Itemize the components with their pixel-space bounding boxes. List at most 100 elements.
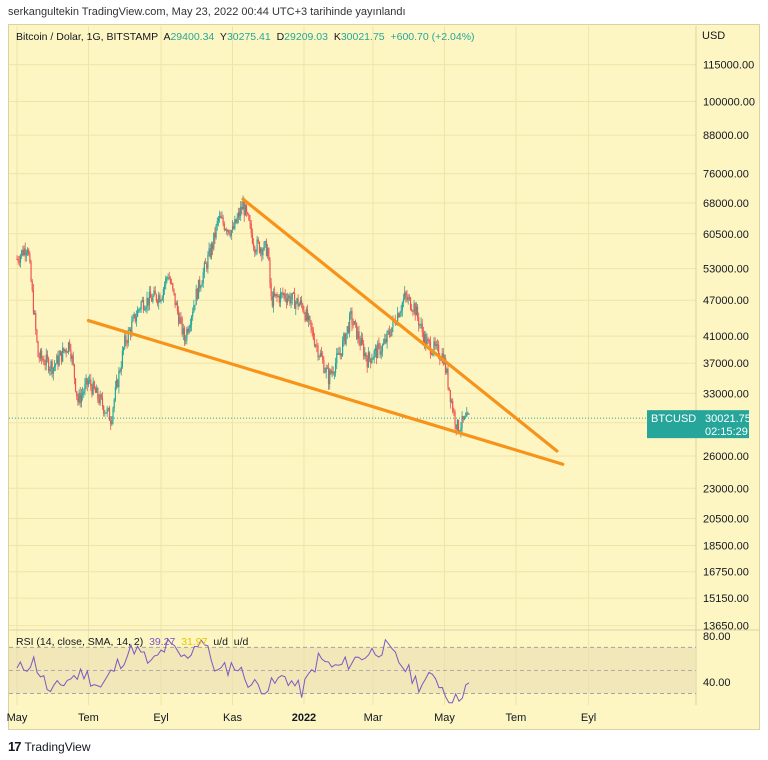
candle-body bbox=[122, 347, 125, 351]
tradingview-logo-icon[interactable]: 17 bbox=[8, 739, 22, 754]
candle-body bbox=[381, 344, 384, 352]
candle-body bbox=[397, 313, 399, 324]
price-tick-label: 15150.00 bbox=[703, 593, 749, 605]
candle-body bbox=[385, 338, 387, 343]
candle-body bbox=[188, 328, 190, 333]
candle-body bbox=[51, 361, 53, 374]
candle-body bbox=[261, 248, 263, 256]
candle-body bbox=[402, 298, 405, 303]
rsi-ud2: u/d bbox=[233, 636, 249, 648]
candle-body bbox=[268, 248, 270, 260]
candle-body bbox=[330, 370, 332, 374]
candle-body bbox=[49, 368, 51, 372]
chart-area[interactable] bbox=[8, 24, 760, 730]
candle-body bbox=[163, 284, 166, 290]
candle-body bbox=[288, 295, 290, 299]
candle-body bbox=[204, 262, 207, 264]
candle-body bbox=[365, 352, 367, 359]
candle-body bbox=[255, 251, 257, 253]
candle-body bbox=[308, 316, 310, 321]
candle-body bbox=[237, 212, 239, 218]
candle-body bbox=[317, 345, 319, 357]
candle-body bbox=[200, 286, 202, 289]
candle-body bbox=[175, 302, 177, 306]
candle-body bbox=[334, 363, 337, 373]
candle-body bbox=[462, 416, 464, 420]
candle-body bbox=[220, 216, 222, 219]
candle-body bbox=[245, 205, 248, 213]
candle-body bbox=[238, 212, 241, 217]
candle-body bbox=[456, 419, 458, 430]
candle-body bbox=[304, 313, 306, 321]
candle-body bbox=[323, 359, 325, 373]
candle-body bbox=[291, 292, 293, 300]
candle-body bbox=[132, 317, 134, 322]
candle-body bbox=[17, 258, 19, 262]
price-tick-label: 41000.00 bbox=[703, 331, 749, 343]
candle-body bbox=[60, 351, 63, 362]
candle-body bbox=[221, 217, 223, 219]
candle-body bbox=[292, 292, 295, 294]
candle-body bbox=[357, 331, 359, 339]
price-tick-label: 53000.00 bbox=[703, 264, 749, 276]
candle-body bbox=[44, 364, 46, 366]
rsi-label[interactable]: RSI (14, close, SMA, 14, 2) bbox=[16, 636, 144, 648]
candle-body bbox=[201, 283, 203, 287]
candle-body bbox=[45, 354, 47, 365]
candle-body bbox=[333, 372, 336, 374]
candle-body bbox=[295, 302, 297, 309]
candle-body bbox=[189, 324, 191, 329]
candle-body bbox=[180, 317, 182, 319]
rsi-sma-value: 31.97 bbox=[181, 636, 208, 648]
candle-body bbox=[162, 289, 165, 298]
candle-body bbox=[281, 292, 283, 294]
candle-body bbox=[106, 408, 108, 414]
candle-body bbox=[312, 330, 314, 339]
trendline-lower[interactable] bbox=[86, 318, 565, 466]
candle-body bbox=[353, 321, 355, 325]
candle-body bbox=[341, 340, 344, 356]
candle-body bbox=[192, 312, 194, 317]
price-tick-label: 20500.00 bbox=[703, 514, 749, 526]
candle-body bbox=[248, 214, 250, 221]
candle-body bbox=[210, 243, 213, 258]
candle-body bbox=[227, 229, 229, 232]
trendline-upper[interactable] bbox=[241, 197, 559, 453]
footer: 17 TradingView bbox=[8, 739, 91, 754]
candle-body bbox=[315, 345, 317, 347]
candle-body bbox=[80, 394, 83, 404]
candle-body bbox=[377, 343, 379, 359]
candle-body bbox=[231, 226, 234, 231]
price-tick-label: 88000.00 bbox=[703, 130, 749, 142]
candle-body bbox=[409, 297, 412, 310]
candle-body bbox=[62, 347, 64, 362]
price-tick-label: 115000.00 bbox=[703, 60, 754, 72]
symbol-name[interactable]: Bitcoin / Dolar, 1G, BITSTAMP bbox=[16, 31, 159, 43]
candle-body bbox=[65, 349, 67, 353]
candle-body bbox=[285, 298, 287, 303]
candle-body bbox=[316, 345, 318, 347]
candle-body bbox=[64, 349, 66, 352]
candle-body bbox=[254, 246, 256, 253]
candle-body bbox=[174, 293, 176, 306]
candle-body bbox=[340, 353, 343, 356]
candle-body bbox=[299, 300, 302, 304]
publish-header: serkangultekin TradingView.com, May 23, … bbox=[8, 6, 406, 18]
candle-body bbox=[107, 408, 109, 410]
candle-body bbox=[331, 371, 333, 374]
candle-body bbox=[251, 233, 254, 244]
candle-body bbox=[89, 379, 91, 381]
candle-body bbox=[426, 339, 428, 347]
candle-body bbox=[373, 350, 375, 358]
price-tick-label: 16750.00 bbox=[703, 567, 749, 579]
candle-body bbox=[372, 357, 374, 360]
candle-body bbox=[434, 341, 436, 346]
candle-body bbox=[235, 219, 237, 223]
footer-brand[interactable]: TradingView bbox=[24, 739, 91, 754]
candle-body bbox=[278, 296, 280, 303]
candle-body bbox=[263, 242, 265, 251]
candle-body bbox=[186, 329, 188, 341]
candle-body bbox=[86, 378, 88, 385]
candle-body bbox=[446, 368, 448, 373]
